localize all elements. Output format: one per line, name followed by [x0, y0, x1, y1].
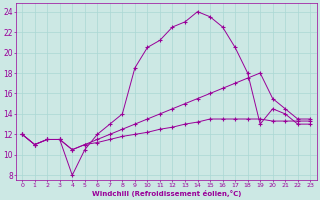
X-axis label: Windchill (Refroidissement éolien,°C): Windchill (Refroidissement éolien,°C)	[92, 190, 241, 197]
